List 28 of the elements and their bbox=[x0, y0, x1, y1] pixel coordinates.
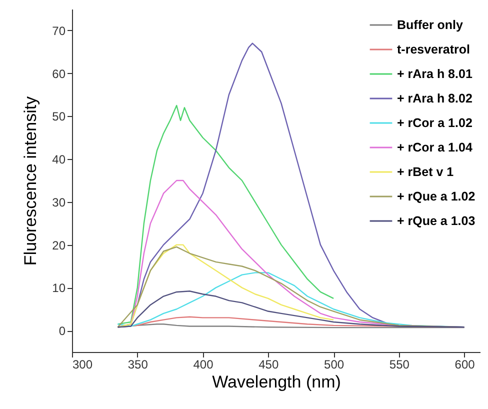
legend-label: + rAra h 8.01 bbox=[397, 67, 472, 81]
x-tick-label: 550 bbox=[389, 358, 410, 372]
y-tick-label: 10 bbox=[52, 281, 66, 296]
y-tick-label: 60 bbox=[52, 66, 66, 81]
y-tick-label: 30 bbox=[52, 195, 66, 210]
legend-label: + rCor a 1.04 bbox=[397, 140, 472, 154]
y-tick-label: 70 bbox=[52, 24, 66, 38]
x-tick-label: 600 bbox=[454, 358, 476, 372]
y-axis-title: Fluorescence intensity bbox=[21, 96, 40, 266]
legend-label: + rQue a 1.02 bbox=[397, 190, 476, 204]
y-tick-label: 0 bbox=[58, 324, 66, 338]
x-tick-label: 450 bbox=[258, 358, 279, 372]
legend-label: + rBet v 1 bbox=[397, 165, 454, 179]
legend-label: Buffer only bbox=[397, 18, 464, 32]
legend-label: + rCor a 1.02 bbox=[397, 116, 472, 130]
line-series bbox=[117, 104, 334, 325]
legend-label: + rAra h 8.02 bbox=[397, 92, 472, 106]
x-tick-label: 500 bbox=[324, 358, 344, 372]
legend-label: + rQue a 1.03 bbox=[397, 214, 476, 228]
x-tick-label: 400 bbox=[193, 358, 214, 372]
legend-label: t-resveratrol bbox=[397, 42, 470, 56]
y-tick-label: 50 bbox=[52, 110, 66, 124]
y-tick-label: 40 bbox=[52, 152, 66, 167]
x-tick-label: 350 bbox=[128, 358, 148, 372]
x-axis-title: Wavelength (nm) bbox=[212, 372, 341, 392]
y-tick-label: 20 bbox=[52, 238, 66, 252]
line-series bbox=[117, 290, 465, 328]
x-tick-label: 300 bbox=[72, 358, 93, 372]
